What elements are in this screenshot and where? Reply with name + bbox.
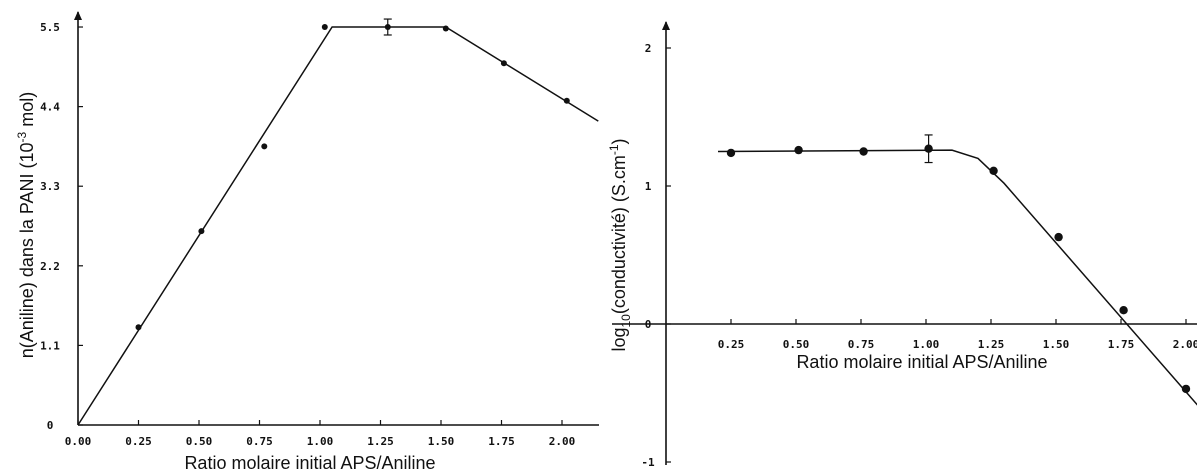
y-label-main: n(Aniline) dans la PANI (10	[17, 142, 37, 358]
x-tick-label: 1.75	[488, 435, 515, 448]
data-point	[924, 144, 933, 153]
data-point	[1054, 232, 1063, 242]
y-tick-label: 3.3	[40, 180, 60, 193]
data-point	[1119, 306, 1128, 315]
data-point	[198, 228, 205, 235]
data-points	[135, 24, 570, 331]
data-point	[500, 60, 507, 67]
fit-line	[717, 149, 1197, 406]
chart-left: 0.00 0.25 0.50 0.75 1.00 1.25 1.50 1.75 2.00 0 1.…	[15, 11, 599, 473]
y-tick-label: -1	[641, 456, 655, 469]
y-axis-label: n(Aniline) dans la PANI (10-3 mol)	[15, 92, 37, 358]
y-label-mid: (conductivité) (S.cm	[609, 155, 629, 314]
fit-line	[77, 26, 599, 426]
y-label-sup: -1	[607, 144, 621, 155]
data-point	[989, 166, 998, 175]
x-tick-label: 0.75	[246, 435, 273, 448]
data-point	[859, 147, 868, 156]
x-ticks: 0.00 0.25 0.50 0.75 1.00 1.25 1.50 1.75 2.00	[65, 420, 576, 448]
x-tick-label: 1.25	[978, 338, 1005, 351]
y-axis-label: log10(conductivité) (S.cm-1)	[607, 138, 633, 351]
x-tick-label: 1.75	[1108, 338, 1135, 351]
x-axis-label: Ratio molaire initial APS/Aniline	[796, 352, 1047, 372]
x-ticks: 0.25 0.50 0.75 1.00 1.25 1.50 1.75 2.00	[718, 319, 1197, 351]
y-axis-arrow	[662, 21, 670, 30]
y-tick-label: 2.2	[40, 260, 60, 273]
y-label-sup: -3	[15, 131, 29, 142]
x-tick-label: 1.25	[367, 435, 394, 448]
x-tick-label: 2.00	[1173, 338, 1197, 351]
x-tick-label: 0.00	[65, 435, 92, 448]
x-tick-label: 0.75	[848, 338, 875, 351]
y-tick-label: 4.4	[40, 101, 60, 114]
x-tick-label: 1.00	[307, 435, 334, 448]
data-point	[135, 324, 142, 331]
y-label-tail: )	[609, 138, 629, 144]
y-tick-label: 0	[645, 318, 652, 331]
x-tick-label: 1.00	[913, 338, 940, 351]
data-point	[563, 97, 570, 104]
y-tick-label: 5.5	[40, 21, 60, 34]
y-ticks: 0 1.1 2.2 3.3 4.4 5.5	[40, 21, 83, 432]
x-tick-label: 2.00	[549, 435, 576, 448]
y-label-tail: mol)	[17, 92, 37, 132]
data-point	[384, 24, 391, 30]
x-tick-label: 0.25	[718, 338, 745, 351]
x-axis-label: Ratio molaire initial APS/Aniline	[184, 453, 435, 473]
x-tick-label: 0.50	[186, 435, 213, 448]
x-tick-label: 1.50	[428, 435, 455, 448]
data-point	[1181, 384, 1191, 394]
chart-right: 0.25 0.50 0.75 1.00 1.25 1.50 1.75 2.00 -1 0 1 2 R…	[607, 21, 1197, 469]
y-tick-label: 0	[47, 419, 54, 432]
y-tick-label: 2	[645, 42, 652, 55]
y-ticks: -1 0 1 2	[641, 42, 671, 469]
data-point	[442, 25, 449, 32]
y-label-sub: 10	[619, 314, 633, 328]
x-tick-label: 0.50	[783, 338, 810, 351]
fit-line-group	[717, 149, 1197, 406]
data-point	[794, 145, 803, 155]
data-point	[261, 143, 268, 150]
y-label-pre: log	[609, 328, 629, 352]
y-tick-label: 1.1	[40, 339, 60, 352]
data-points	[726, 144, 1191, 394]
data-point	[321, 24, 328, 30]
fit-line-group	[77, 26, 599, 426]
x-tick-label: 0.25	[125, 435, 152, 448]
x-tick-label: 1.50	[1043, 338, 1070, 351]
y-tick-label: 1	[645, 180, 652, 193]
y-axis-arrow	[74, 11, 82, 20]
data-point	[726, 148, 736, 158]
